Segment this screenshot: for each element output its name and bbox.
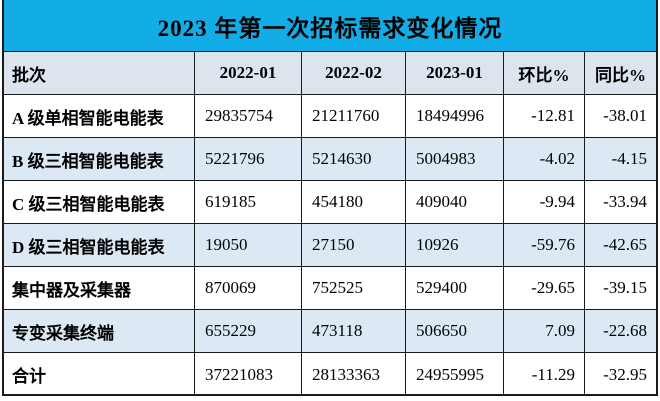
table-row: 集中器及采集器 870069 752525 529400 -29.65 -39.… bbox=[4, 267, 656, 310]
cell-mom-pct: -29.65 bbox=[504, 267, 585, 309]
row-label: B 级三相智能电能表 bbox=[4, 138, 195, 180]
cell-mom-pct: -4.02 bbox=[504, 138, 585, 180]
row-label: A 级单相智能电能表 bbox=[4, 95, 195, 137]
row-label: 专变采集终端 bbox=[4, 310, 195, 352]
column-header-2023-01: 2023-01 bbox=[406, 52, 504, 94]
cell-2022-02: 473118 bbox=[302, 310, 406, 352]
cell-2022-01: 870069 bbox=[195, 267, 302, 309]
cell-yoy-pct: -42.65 bbox=[603, 235, 647, 254]
cell-mom-pct: -59.76 bbox=[504, 224, 585, 266]
table-title-bar: 2023 年第一次招标需求变化情况 bbox=[4, 0, 656, 52]
column-header-2022-01: 2022-01 bbox=[195, 52, 302, 94]
cell-yoy-pct: -4.15 bbox=[611, 149, 647, 168]
table-row: A 级单相智能电能表 29835754 21211760 18494996 -1… bbox=[4, 95, 656, 138]
table-title: 2023 年第一次招标需求变化情况 bbox=[157, 15, 503, 41]
cell-2023-01: 506650 bbox=[406, 310, 504, 352]
table-row: D 级三相智能电能表 19050 27150 10926 -59.76 -42.… bbox=[4, 224, 656, 267]
cell-2022-02: 5214630 bbox=[302, 138, 406, 180]
cell-2022-01: 37221083 bbox=[195, 353, 302, 396]
cell-2022-01: 29835754 bbox=[195, 95, 302, 137]
cell-2023-01: 24955995 bbox=[406, 353, 504, 396]
table-row: 专变采集终端 655229 473118 506650 7.09 -22.68 bbox=[4, 310, 656, 353]
cell-yoy-pct: -33.94 bbox=[603, 192, 647, 211]
cell-mom-pct: -9.94 bbox=[504, 181, 585, 223]
cell-2022-02: 21211760 bbox=[302, 95, 406, 137]
cell-2023-01: 10926 bbox=[406, 224, 504, 266]
cell-mom-pct: 7.09 bbox=[504, 310, 585, 352]
column-header-batch: 批次 bbox=[4, 52, 195, 94]
cell-2022-02: 28133363 bbox=[302, 353, 406, 396]
cell-2022-01: 655229 bbox=[195, 310, 302, 352]
cell-2023-01: 18494996 bbox=[406, 95, 504, 137]
cell-2022-02: 27150 bbox=[302, 224, 406, 266]
table-row-total: 合计 37221083 28133363 24955995 -11.29 -32… bbox=[4, 353, 656, 396]
column-header-yoy-pct: 同比% bbox=[595, 65, 646, 85]
cell-2023-01: 409040 bbox=[406, 181, 504, 223]
table-row: B 级三相智能电能表 5221796 5214630 5004983 -4.02… bbox=[4, 138, 656, 181]
cell-2022-01: 19050 bbox=[195, 224, 302, 266]
cell-2022-01: 5221796 bbox=[195, 138, 302, 180]
row-label: 合计 bbox=[4, 353, 195, 396]
cell-mom-pct: -12.81 bbox=[504, 95, 585, 137]
cell-2022-01: 619185 bbox=[195, 181, 302, 223]
cell-mom-pct: -11.29 bbox=[504, 353, 585, 396]
column-header-mom-pct: 环比% bbox=[504, 52, 585, 94]
row-label: D 级三相智能电能表 bbox=[4, 224, 195, 266]
column-header-2022-02: 2022-02 bbox=[302, 52, 406, 94]
cell-yoy-pct: -22.68 bbox=[603, 321, 647, 340]
cell-2022-02: 752525 bbox=[302, 267, 406, 309]
cell-2023-01: 5004983 bbox=[406, 138, 504, 180]
table-row: C 级三相智能电能表 619185 454180 409040 -9.94 -3… bbox=[4, 181, 656, 224]
cell-yoy-pct: -39.15 bbox=[603, 278, 647, 297]
row-label: C 级三相智能电能表 bbox=[4, 181, 195, 223]
cell-2023-01: 529400 bbox=[406, 267, 504, 309]
row-label: 集中器及采集器 bbox=[4, 267, 195, 309]
cell-yoy-pct: -32.95 bbox=[603, 364, 647, 384]
cell-2022-02: 454180 bbox=[302, 181, 406, 223]
table-header-row: 批次 2022-01 2022-02 2023-01 环比% 同比% bbox=[4, 52, 656, 95]
cell-yoy-pct: -38.01 bbox=[603, 106, 647, 125]
